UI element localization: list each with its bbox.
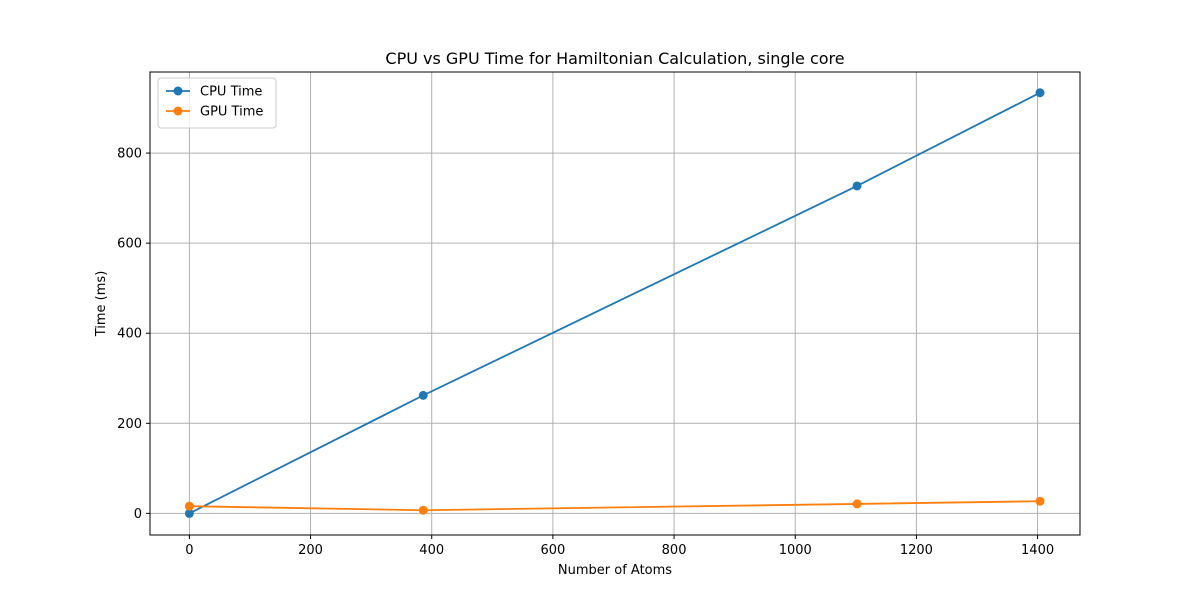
x-tick-label: 1000 — [779, 543, 812, 558]
data-point — [852, 181, 862, 191]
y-tick-label: 0 — [134, 507, 142, 522]
y-tick-label: 800 — [117, 147, 142, 162]
data-point — [184, 501, 194, 511]
x-tick-label: 0 — [185, 543, 193, 558]
y-axis-label: Time (ms) — [94, 271, 109, 338]
x-tick-label: 1200 — [900, 543, 933, 558]
data-point — [1035, 496, 1045, 506]
legend: CPU Time GPU Time — [157, 77, 277, 129]
x-tick-label: 1400 — [1021, 543, 1054, 558]
legend-swatch-marker — [173, 106, 183, 116]
x-tick-label: 600 — [540, 543, 565, 558]
series-lines — [188, 91, 1041, 515]
series-points — [184, 88, 1045, 518]
x-tick-label: 400 — [419, 543, 444, 558]
legend-label: GPU Time — [200, 105, 263, 120]
y-tick-label: 600 — [117, 237, 142, 252]
series-line — [188, 91, 1041, 515]
y-tick-label: 400 — [117, 327, 142, 342]
series-line — [189, 500, 1041, 512]
data-point — [418, 390, 428, 400]
legend-label: CPU Time — [200, 85, 262, 100]
grid — [150, 72, 1080, 535]
chart-title: CPU vs GPU Time for Hamiltonian Calculat… — [385, 49, 844, 68]
x-tick-label: 800 — [662, 543, 687, 558]
y-ticks: 0 200 400 600 800 — [117, 147, 150, 522]
legend-swatch-marker — [173, 86, 183, 96]
x-axis-label: Number of Atoms — [558, 563, 672, 578]
data-point — [184, 508, 194, 518]
axes-frame — [149, 71, 1081, 536]
y-tick-label: 200 — [117, 417, 142, 432]
data-point — [1035, 88, 1045, 98]
x-ticks: 0 200 400 600 800 1000 1200 1400 — [185, 535, 1054, 558]
data-point — [418, 505, 428, 515]
data-point — [852, 499, 862, 509]
x-tick-label: 200 — [298, 543, 323, 558]
